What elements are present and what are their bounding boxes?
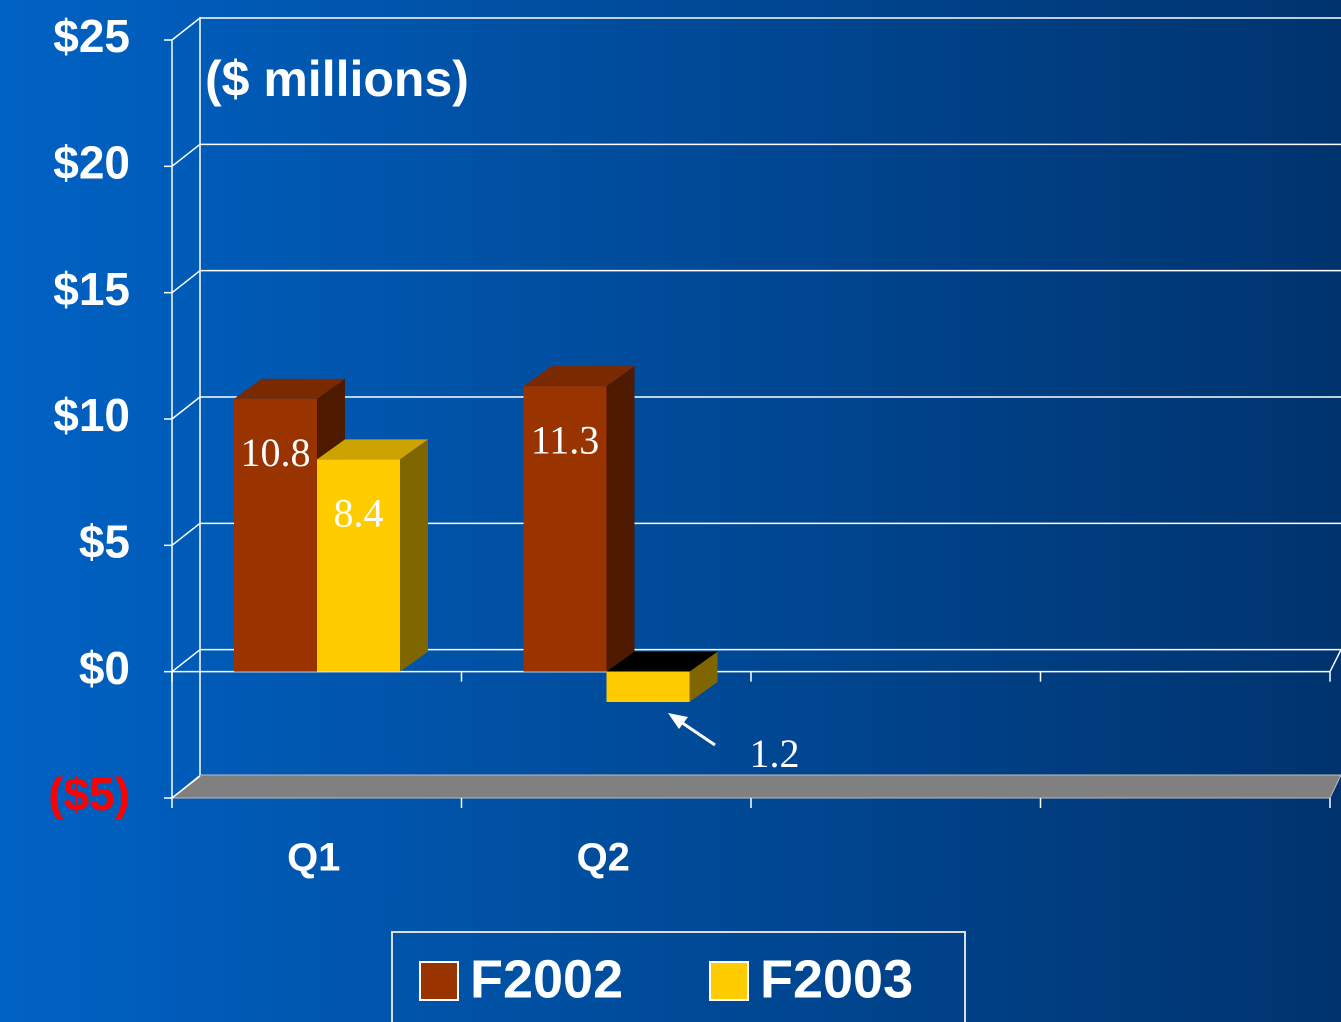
value-label: 11.3 <box>531 417 600 462</box>
value-label: 1.2 <box>750 731 800 776</box>
y-tick-label: $0 <box>79 642 130 694</box>
x-axis-edge <box>1329 649 1341 673</box>
floor <box>170 774 1341 799</box>
wall-connector <box>171 775 201 799</box>
wall-connector <box>171 649 201 673</box>
bar <box>523 386 607 672</box>
wall-connector <box>171 270 201 294</box>
legend-swatch <box>419 961 459 1001</box>
bar-side <box>689 651 718 702</box>
y-tick-label: ($5) <box>48 768 130 820</box>
y-tick-label: $15 <box>53 263 130 315</box>
wall-connector <box>171 396 201 420</box>
y-tick-label: $25 <box>53 10 130 62</box>
value-label: 10.8 <box>241 430 311 475</box>
bar <box>606 671 690 702</box>
legend-swatch <box>709 961 749 1001</box>
x-tick-label: Q1 <box>287 836 340 880</box>
y-tick-label: $10 <box>53 389 130 441</box>
bar <box>317 459 400 672</box>
wall-connector <box>171 17 201 41</box>
bar-top <box>523 366 635 387</box>
x-tick-label: Q2 <box>577 836 630 880</box>
bar-top <box>234 378 345 399</box>
bar <box>234 398 317 672</box>
y-tick-label: $5 <box>79 515 130 567</box>
legend-label: F2002 <box>470 949 623 1009</box>
legend-label: F2003 <box>760 949 913 1009</box>
y-tick-label: $20 <box>53 136 130 188</box>
bar-top <box>606 651 718 672</box>
bar-side <box>400 439 428 672</box>
arrow-head <box>668 713 688 729</box>
bar-top <box>317 439 428 460</box>
bar-side <box>606 366 635 672</box>
wall-connector <box>171 522 201 546</box>
wall-connector <box>171 143 201 167</box>
value-label: 8.4 <box>334 491 384 536</box>
subtitle: ($ millions) <box>205 51 469 107</box>
legend: F2002 F2003 <box>391 931 966 1022</box>
legend-box <box>391 931 966 1022</box>
